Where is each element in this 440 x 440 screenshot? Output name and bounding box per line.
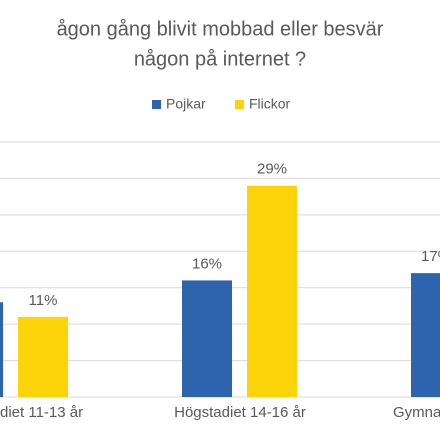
value-label: 16% <box>192 255 222 272</box>
chart-title: ågon gång blivit mobbad eller besvär <box>57 18 384 40</box>
bar <box>0 302 3 397</box>
bar <box>18 316 68 397</box>
legend-swatch <box>152 100 161 109</box>
value-label: 11% <box>29 292 58 309</box>
legend-swatch <box>235 100 244 109</box>
x-tick-label: Gymna <box>393 404 440 421</box>
x-tick-label: Högstadiet 14-16 år <box>174 404 306 421</box>
legend-label: Flickor <box>249 96 291 112</box>
chart-title: någon på internet ? <box>134 48 306 70</box>
bar <box>411 273 440 397</box>
value-label: 29% <box>257 161 287 178</box>
bar <box>182 280 232 397</box>
legend-label: Pojkar <box>166 96 206 112</box>
bar <box>247 185 297 397</box>
value-label: 17% <box>421 248 440 265</box>
x-tick-label: diet 11-13 år <box>0 404 83 421</box>
